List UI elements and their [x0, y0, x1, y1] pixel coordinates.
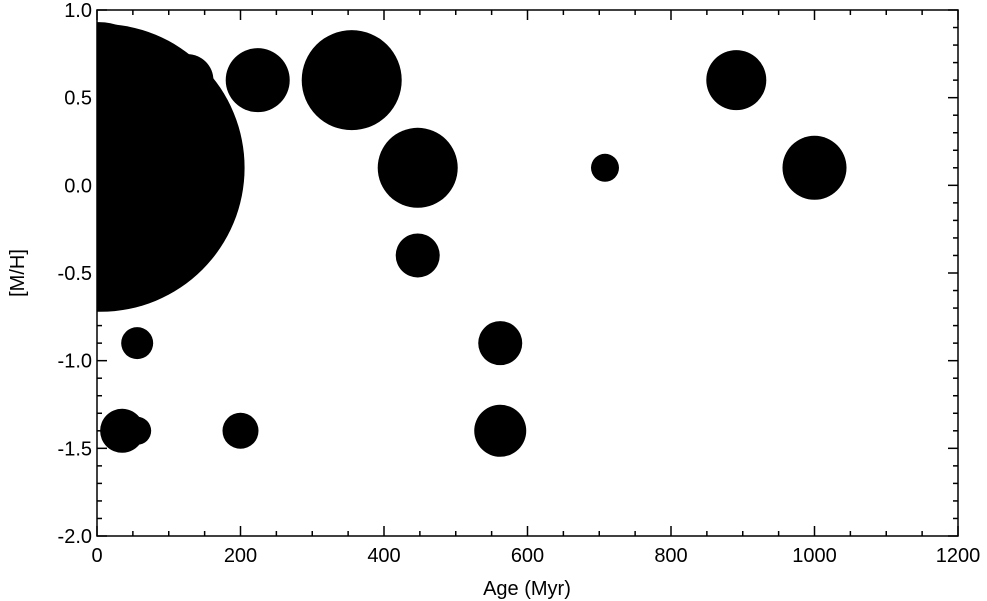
x-tick-label: 400	[367, 545, 400, 567]
y-tick-label: 1.0	[64, 0, 92, 22]
data-point	[782, 135, 847, 200]
data-point	[706, 50, 767, 111]
y-axis-label: [M/H]	[7, 249, 29, 297]
x-tick-label: 1200	[936, 545, 981, 567]
y-tick-label: -1.5	[58, 438, 92, 460]
x-axis-label: Age (Myr)	[483, 578, 571, 600]
data-point	[123, 416, 152, 445]
data-point	[225, 48, 290, 113]
x-tick-label: 1000	[792, 545, 837, 567]
data-point	[474, 404, 527, 457]
data-point	[161, 54, 214, 107]
data-point	[121, 327, 154, 360]
data-point	[157, 235, 198, 276]
axis-ticks	[96, 9, 959, 537]
x-tick-label: 600	[511, 545, 544, 567]
y-tick-label: 0.5	[64, 88, 92, 110]
data-point	[395, 233, 440, 278]
data-point	[590, 153, 619, 182]
data-point	[478, 321, 523, 366]
data-point	[114, 227, 171, 284]
plot-frame	[96, 9, 959, 537]
data-point	[301, 30, 402, 131]
y-tick-label: -0.5	[58, 263, 92, 285]
data-points	[97, 22, 847, 457]
tick-labels: 0 200 400 600 800 1000 1200 -2.0 -1.5 -1.0 -0.5 0.0…	[58, 0, 981, 567]
x-tick-label: 0	[91, 545, 102, 567]
y-tick-label: 0.0	[64, 175, 92, 197]
x-tick-label: 800	[654, 545, 687, 567]
y-tick-label: -2.0	[58, 526, 92, 548]
x-tick-label: 200	[224, 545, 257, 567]
data-point	[222, 412, 259, 449]
y-tick-label: -1.0	[58, 351, 92, 373]
data-point	[377, 127, 458, 208]
